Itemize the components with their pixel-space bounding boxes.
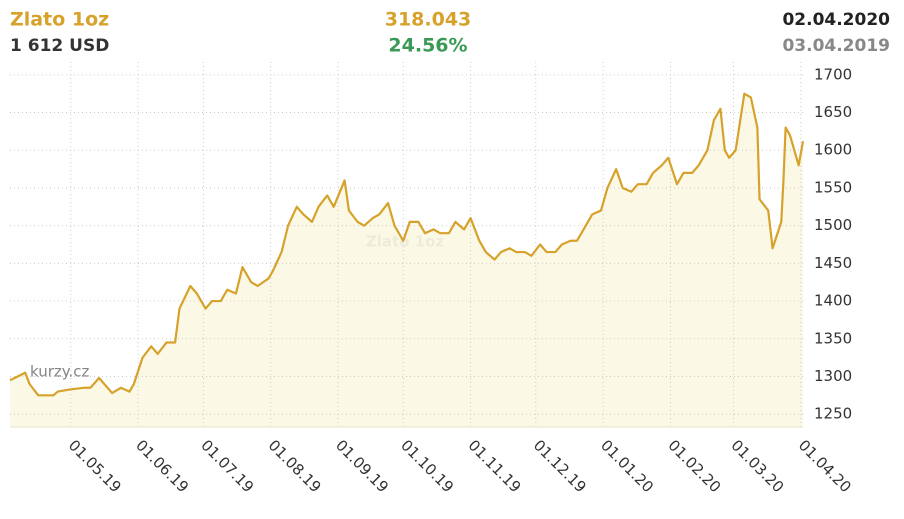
x-tick-label: 01.04.20: [795, 436, 855, 496]
y-tick-label: 1450: [814, 254, 852, 272]
logo: kurzy.cz: [30, 363, 90, 381]
x-tick-label: 01.02.20: [664, 436, 724, 496]
watermark: Zlato 1oz: [366, 233, 445, 251]
y-tick-label: 1650: [814, 103, 852, 121]
x-tick-label: 01.01.20: [597, 436, 657, 496]
date-to: 02.04.2020: [782, 10, 890, 30]
x-tick-label: 01.10.19: [397, 436, 457, 496]
x-tick-label: 01.08.19: [265, 436, 325, 496]
x-tick-label: 01.03.20: [727, 436, 787, 496]
y-tick-label: 1550: [814, 178, 852, 196]
y-tick-label: 1400: [814, 292, 852, 310]
y-tick-label: 1500: [814, 216, 852, 234]
x-tick-label: 01.12.19: [530, 436, 590, 496]
area-fill: [10, 93, 803, 427]
y-tick-label: 1600: [814, 141, 852, 159]
asset-price: 1 612 USD: [10, 36, 109, 56]
asset-name: Zlato 1oz: [10, 9, 109, 31]
x-tick-label: 01.07.19: [197, 436, 257, 496]
price-line: [9, 92, 805, 397]
x-tick-label: 01.05.19: [65, 436, 125, 496]
change-pct: 24.56%: [388, 35, 467, 57]
y-tick-label: 1350: [814, 329, 852, 347]
y-tick-label: 1700: [814, 65, 852, 83]
change: 318.043: [385, 9, 472, 31]
date-from: 03.04.2019: [782, 36, 890, 56]
x-tick-label: 01.06.19: [132, 436, 192, 496]
x-tick-label: 01.11.19: [465, 436, 525, 496]
y-tick-label: 1250: [814, 405, 852, 423]
x-tick-label: 01.09.19: [332, 436, 392, 496]
y-tick-label: 1300: [814, 367, 852, 385]
